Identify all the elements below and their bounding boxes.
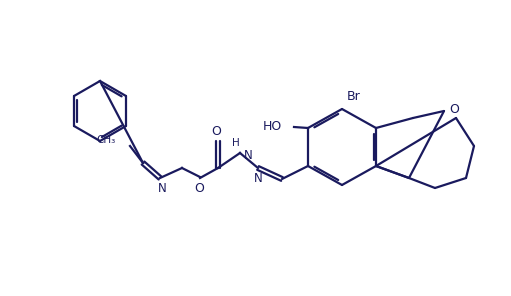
Text: CH₃: CH₃: [97, 135, 116, 145]
Text: H: H: [232, 138, 240, 148]
Text: O: O: [211, 125, 221, 138]
Text: N: N: [253, 173, 262, 186]
Text: HO: HO: [263, 120, 282, 133]
Text: Br: Br: [347, 89, 361, 102]
Text: N: N: [157, 183, 167, 195]
Text: N: N: [244, 149, 253, 162]
Text: O: O: [449, 102, 459, 115]
Text: O: O: [194, 181, 204, 194]
